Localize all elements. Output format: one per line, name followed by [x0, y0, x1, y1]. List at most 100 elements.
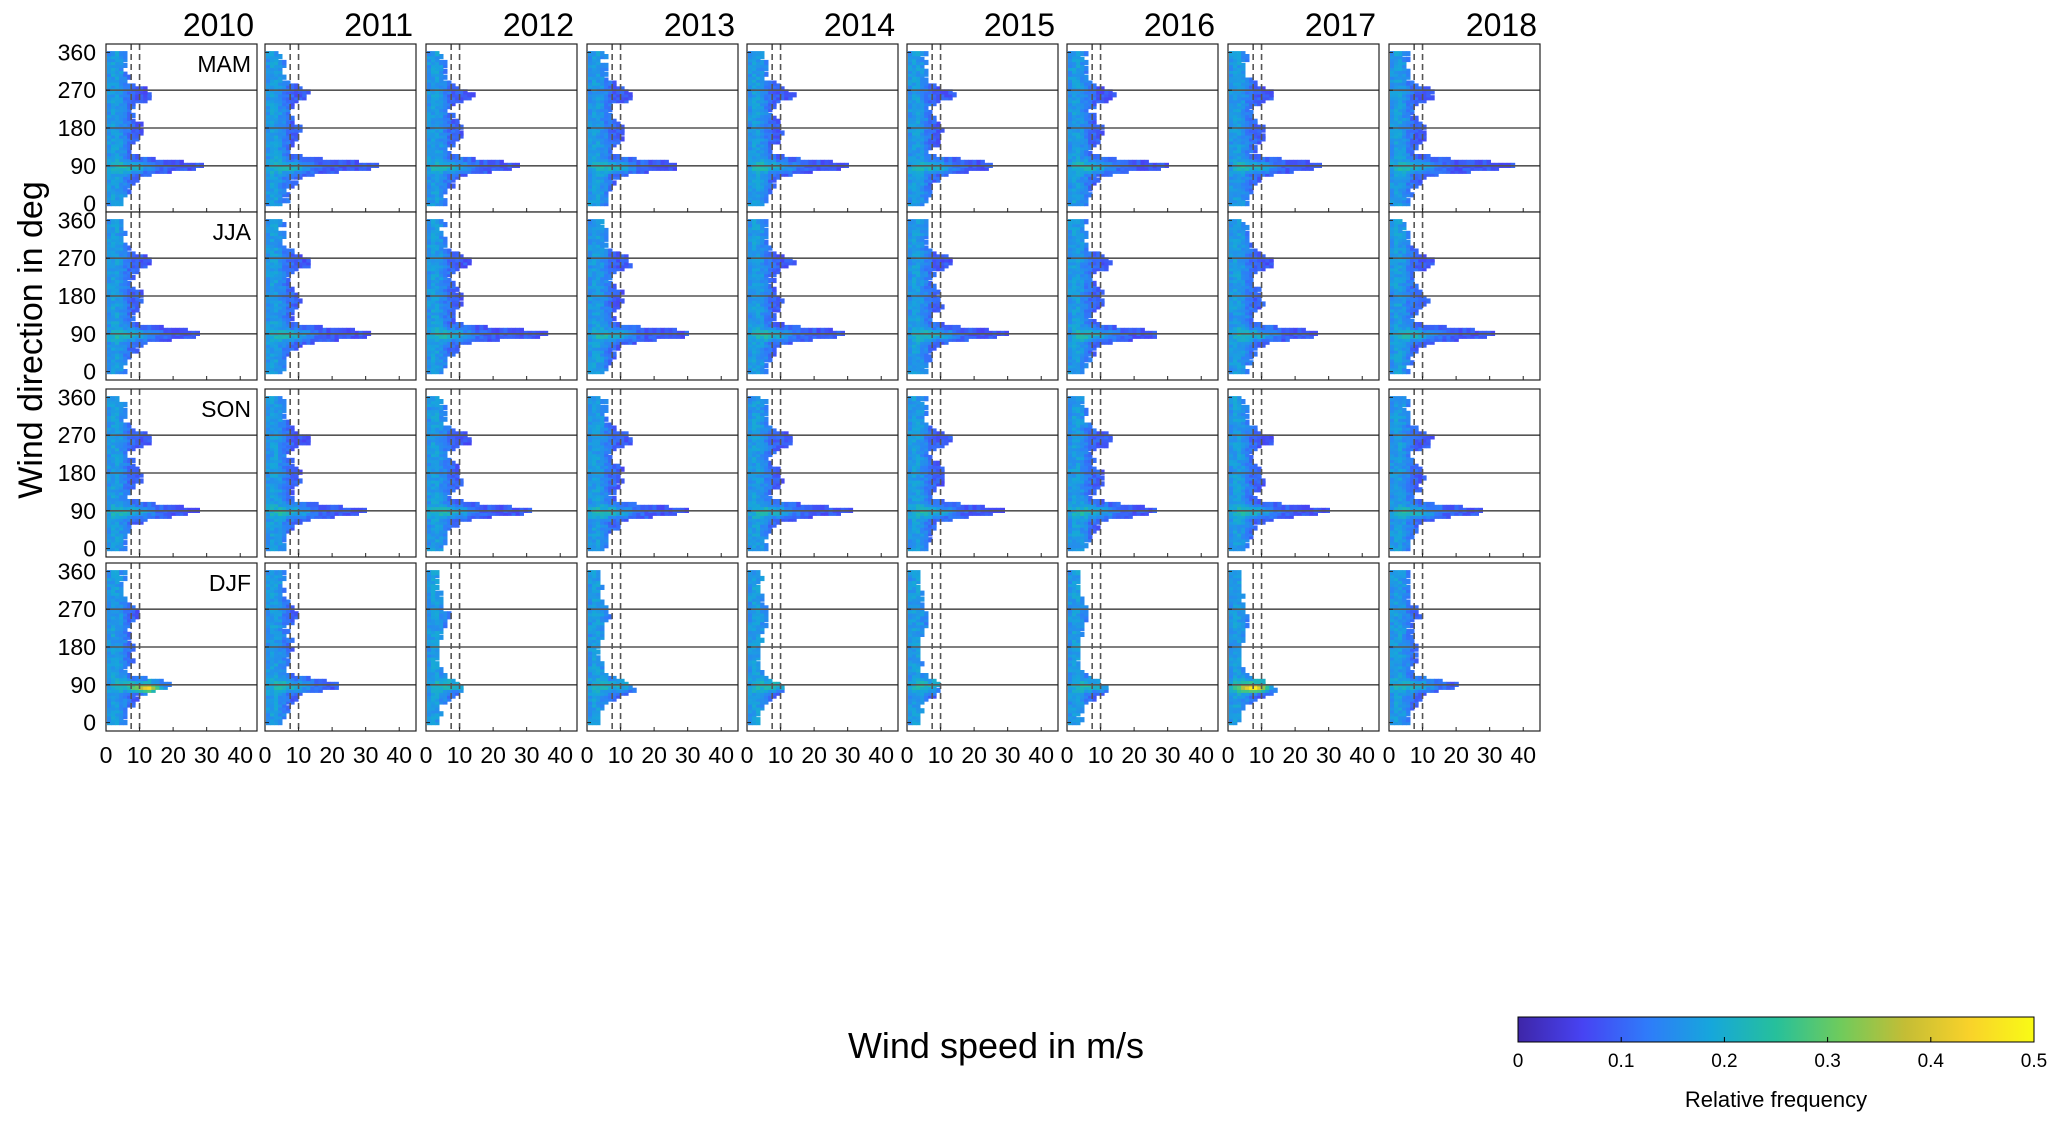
heatmap-cell [443, 171, 448, 177]
heatmap-cell [1088, 139, 1093, 145]
heatmap-cell [1434, 171, 1439, 177]
heatmap-cell [1402, 71, 1407, 77]
heatmap-cell [1072, 104, 1077, 110]
heatmap-cell [443, 68, 448, 74]
year-title: 2014 [824, 7, 895, 43]
heatmap-cell [435, 95, 440, 101]
heatmap-cell [1068, 142, 1073, 148]
heatmap-cell [1442, 156, 1447, 163]
heatmap-cell [294, 154, 299, 160]
heatmap-cell [936, 127, 941, 133]
heatmap-cell [1076, 198, 1081, 204]
heatmap-cell [266, 357, 271, 363]
heatmap-cell [1249, 92, 1254, 98]
heatmap-cell [916, 109, 921, 116]
heatmap-cell [107, 260, 112, 266]
heatmap-cell [916, 106, 921, 113]
heatmap-cell [1084, 174, 1089, 180]
heatmap-cell [298, 260, 303, 266]
heatmap-cell [123, 289, 128, 295]
heatmap-cell [812, 159, 817, 165]
heatmap-cell [1229, 165, 1234, 171]
heatmap-cell [1249, 101, 1254, 107]
heatmap-cell [447, 92, 452, 98]
heatmap-cell [1257, 156, 1262, 163]
heatmap-cell [274, 369, 279, 375]
heatmap-cell [1233, 118, 1238, 124]
heatmap-cell [600, 109, 605, 116]
heatmap-cell [119, 289, 124, 295]
heatmap-cell [111, 298, 116, 304]
heatmap-cell [123, 151, 128, 157]
heatmap-cell [764, 177, 769, 183]
heatmap-cell [604, 118, 609, 124]
heatmap-cell [1442, 165, 1447, 171]
heatmap-cell [139, 336, 144, 342]
heatmap-cell [427, 56, 432, 63]
heatmap-cell [278, 54, 283, 60]
heatmap-cell [135, 174, 140, 180]
heatmap-cell [748, 77, 753, 83]
heatmap-cell [443, 86, 448, 92]
heatmap-cell [1080, 77, 1085, 83]
heatmap-cell [1402, 154, 1407, 160]
heatmap-cell [107, 242, 112, 248]
heatmap-cell [127, 298, 132, 304]
heatmap-cell [1080, 65, 1085, 71]
heatmap-cell [274, 245, 279, 251]
heatmap-cell [155, 168, 160, 174]
heatmap-cell [596, 151, 601, 157]
heatmap-cell [431, 174, 436, 180]
heatmap-cell [282, 342, 287, 348]
heatmap-cell [752, 101, 757, 107]
heatmap-cell [1261, 98, 1266, 104]
heatmap-cell [266, 106, 271, 113]
heatmap-cell [748, 159, 753, 165]
heatmap-cell [119, 180, 124, 186]
heatmap-cell [1249, 86, 1254, 92]
heatmap-cell [131, 154, 136, 160]
heatmap-cell [928, 142, 933, 148]
heatmap-cell [764, 168, 769, 174]
heatmap-cell [1402, 151, 1407, 157]
heatmap-cell [760, 98, 765, 104]
heatmap-cell [768, 101, 773, 107]
heatmap-cell [588, 142, 593, 148]
heatmap-cell [439, 180, 444, 186]
heatmap-cell [131, 174, 136, 180]
heatmap-cell [278, 310, 283, 316]
heatmap-cell [1233, 115, 1238, 121]
heatmap-cell [439, 54, 444, 60]
heatmap-cell [266, 54, 271, 60]
heatmap-cell [1261, 171, 1266, 177]
heatmap-cell [1076, 89, 1081, 95]
heatmap-cell [1394, 71, 1399, 77]
heatmap-cell [123, 115, 128, 121]
heatmap-cell [1068, 51, 1073, 57]
heatmap-cell [932, 159, 937, 165]
heatmap-cell [443, 151, 448, 157]
y-tick-label: 180 [58, 283, 96, 309]
heatmap-cell [1100, 130, 1105, 136]
heatmap-cell [604, 77, 609, 83]
heatmap-cell [427, 301, 432, 307]
heatmap-cell [266, 151, 271, 157]
heatmap-cell [427, 62, 432, 68]
heatmap-cell [282, 310, 287, 316]
heatmap-cell [282, 336, 287, 342]
heatmap-cell [760, 154, 765, 160]
heatmap-cell [270, 277, 275, 284]
heatmap-cell [115, 65, 120, 71]
heatmap-cell [451, 168, 456, 174]
heatmap-cell [119, 242, 124, 248]
heatmap-cell [1241, 174, 1246, 180]
heatmap-cell [924, 180, 929, 186]
heatmap-cell [439, 112, 444, 118]
heatmap-cell [1241, 180, 1246, 186]
heatmap-cell [772, 165, 777, 171]
heatmap-cell [439, 62, 444, 68]
heatmap-cell [1120, 165, 1125, 171]
heatmap-cell [920, 154, 925, 160]
heatmap-cell [1422, 95, 1427, 101]
heatmap-cell [768, 89, 773, 95]
